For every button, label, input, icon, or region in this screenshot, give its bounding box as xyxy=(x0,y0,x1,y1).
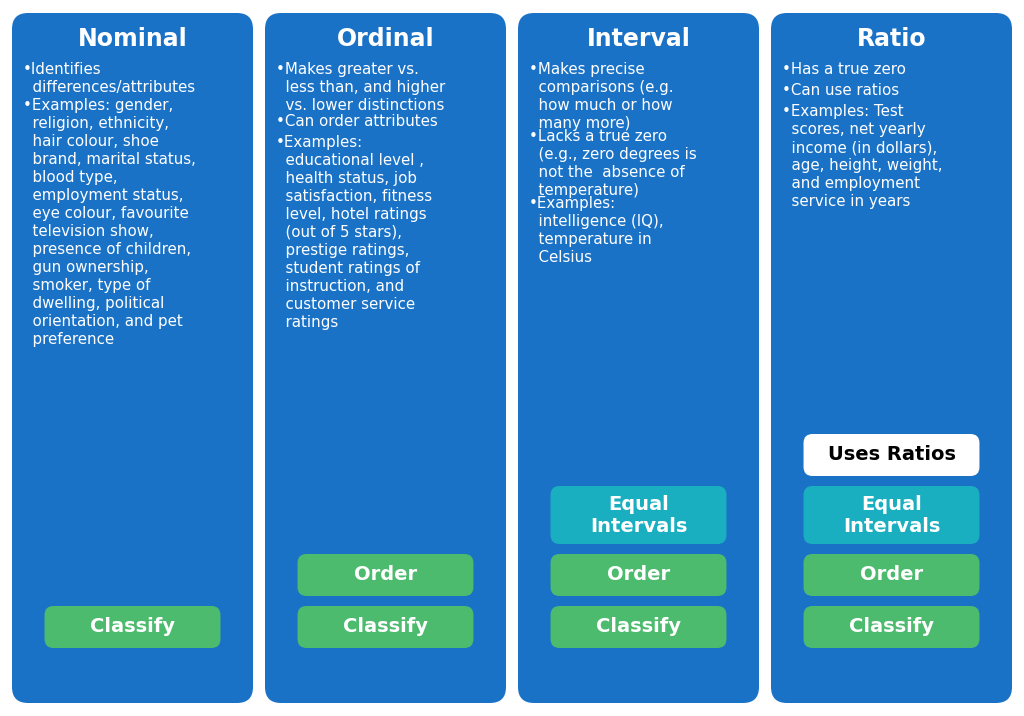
FancyBboxPatch shape xyxy=(804,554,980,596)
FancyBboxPatch shape xyxy=(298,606,473,648)
Text: Order: Order xyxy=(607,566,670,584)
Text: Ratio: Ratio xyxy=(857,27,927,51)
FancyBboxPatch shape xyxy=(771,13,1012,703)
Text: •Can use ratios: •Can use ratios xyxy=(782,83,899,98)
Text: •Makes precise
  comparisons (e.g.
  how much or how
  many more): •Makes precise comparisons (e.g. how muc… xyxy=(529,62,674,131)
FancyBboxPatch shape xyxy=(551,554,726,596)
Text: Classify: Classify xyxy=(596,617,681,637)
Text: •Identifies
  differences/attributes: •Identifies differences/attributes xyxy=(23,62,196,95)
Text: Equal
Intervals: Equal Intervals xyxy=(590,495,687,536)
FancyBboxPatch shape xyxy=(551,606,726,648)
Text: •Makes greater vs.
  less than, and higher
  vs. lower distinctions: •Makes greater vs. less than, and higher… xyxy=(276,62,445,113)
Text: Equal
Intervals: Equal Intervals xyxy=(843,495,940,536)
Text: Ordinal: Ordinal xyxy=(337,27,434,51)
FancyBboxPatch shape xyxy=(804,486,980,544)
FancyBboxPatch shape xyxy=(804,434,980,476)
Text: •Examples: gender,
  religion, ethnicity,
  hair colour, shoe
  brand, marital s: •Examples: gender, religion, ethnicity, … xyxy=(23,98,196,347)
Text: •Examples:
  intelligence (IQ),
  temperature in
  Celsius: •Examples: intelligence (IQ), temperatur… xyxy=(529,195,664,265)
FancyBboxPatch shape xyxy=(518,13,759,703)
Text: •Can order attributes: •Can order attributes xyxy=(276,114,437,129)
Text: •Lacks a true zero
  (e.g., zero degrees is
  not the  absence of
  temperature): •Lacks a true zero (e.g., zero degrees i… xyxy=(529,129,696,198)
Text: Classify: Classify xyxy=(90,617,175,637)
FancyBboxPatch shape xyxy=(12,13,253,703)
Text: Interval: Interval xyxy=(587,27,690,51)
Text: Classify: Classify xyxy=(849,617,934,637)
Text: •Has a true zero: •Has a true zero xyxy=(782,62,906,77)
Text: •Examples:
  educational level ,
  health status, job
  satisfaction, fitness
  : •Examples: educational level , health st… xyxy=(276,135,432,330)
Text: Uses Ratios: Uses Ratios xyxy=(827,445,955,465)
Text: Classify: Classify xyxy=(343,617,428,637)
FancyBboxPatch shape xyxy=(44,606,220,648)
Text: •Examples: Test
  scores, net yearly
  income (in dollars),
  age, height, weigh: •Examples: Test scores, net yearly incom… xyxy=(782,105,942,209)
Text: Nominal: Nominal xyxy=(78,27,187,51)
Text: Order: Order xyxy=(860,566,923,584)
FancyBboxPatch shape xyxy=(551,486,726,544)
Text: Order: Order xyxy=(354,566,417,584)
FancyBboxPatch shape xyxy=(804,606,980,648)
FancyBboxPatch shape xyxy=(265,13,506,703)
FancyBboxPatch shape xyxy=(298,554,473,596)
